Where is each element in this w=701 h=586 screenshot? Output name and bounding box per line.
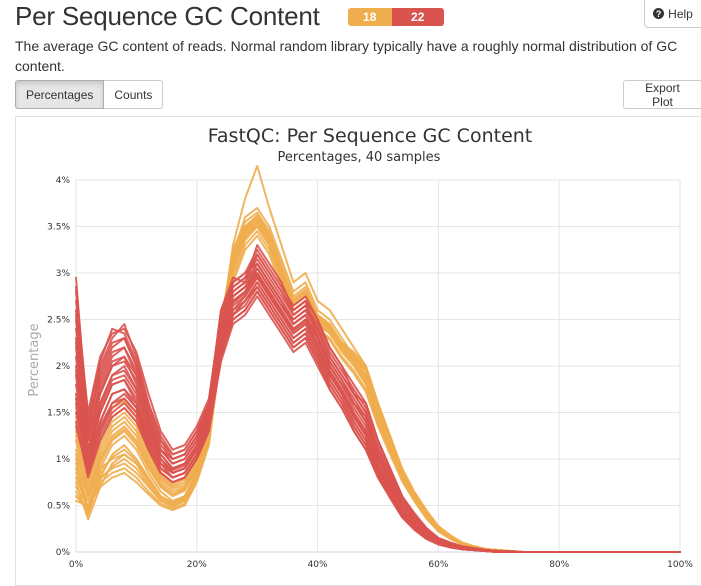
export-plot-button[interactable]: Export Plot xyxy=(623,80,701,109)
view-toggle: Percentages Counts xyxy=(15,80,164,109)
x-tick-label: 60% xyxy=(428,560,448,570)
fail-count-badge[interactable]: 22 xyxy=(391,8,444,26)
y-tick-label: 4% xyxy=(56,176,71,186)
section-description: The average GC content of reads. Normal … xyxy=(15,38,678,74)
y-tick-label: 0.5% xyxy=(47,502,70,512)
y-tick-label: 0% xyxy=(56,548,71,558)
x-tick-label: 80% xyxy=(549,560,569,570)
chart-subtitle: Percentages, 40 samples xyxy=(278,150,441,165)
x-tick-label: 0% xyxy=(69,560,84,570)
y-tick-label: 1% xyxy=(56,455,71,465)
y-tick-label: 2.5% xyxy=(47,316,70,326)
y-tick-label: 3% xyxy=(56,269,71,279)
section-header: Per Sequence GC Content 18 22 xyxy=(15,0,444,32)
y-axis-label: Percentage xyxy=(27,323,42,396)
y-tick-label: 1.5% xyxy=(47,409,70,419)
warn-count-badge[interactable]: 18 xyxy=(347,8,392,26)
question-circle-icon: ? xyxy=(653,8,665,19)
x-tick-label: 40% xyxy=(308,560,328,570)
series-line-22[interactable] xyxy=(75,273,681,553)
page-title: Per Sequence GC Content xyxy=(15,0,320,31)
counts-button[interactable]: Counts xyxy=(104,80,164,109)
chart-title: FastQC: Per Sequence GC Content xyxy=(208,125,533,147)
help-label: Help xyxy=(668,6,693,21)
x-tick-label: 100% xyxy=(667,560,693,570)
y-tick-label: 3.5% xyxy=(47,223,70,233)
series-line-37[interactable] xyxy=(75,223,681,553)
x-tick-label: 20% xyxy=(187,560,207,570)
percentages-button[interactable]: Percentages xyxy=(15,80,105,109)
help-button[interactable]: ? Help xyxy=(644,0,701,28)
status-badges: 18 22 xyxy=(347,8,444,26)
y-tick-label: 2% xyxy=(56,362,71,372)
series-line-23[interactable] xyxy=(75,165,681,553)
